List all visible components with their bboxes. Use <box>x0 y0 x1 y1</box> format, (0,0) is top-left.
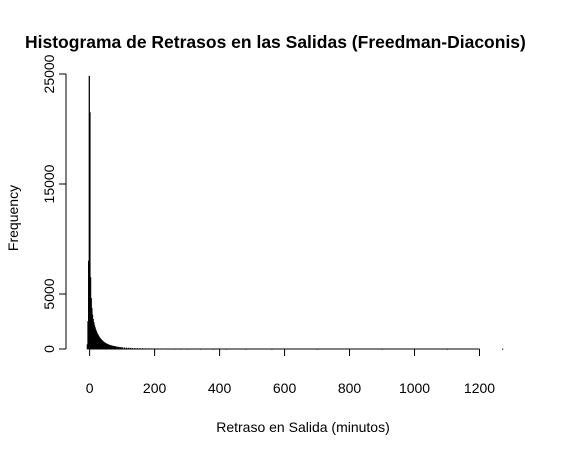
x-tick-label: 400 <box>208 380 232 396</box>
x-tick-label: 0 <box>86 380 94 396</box>
y-axis-ticks: 0 5000 15000 25000 <box>41 54 66 353</box>
y-tick-label: 25000 <box>41 54 57 93</box>
y-axis-label: Frequency <box>5 185 21 251</box>
y-tick-label: 5000 <box>41 278 57 309</box>
y-tick-label: 15000 <box>41 164 57 203</box>
x-tick-label: 1000 <box>399 380 430 396</box>
x-axis-label: Retraso en Salida (minutos) <box>216 419 390 435</box>
x-tick-label: 600 <box>273 380 297 396</box>
histogram-bars <box>86 75 504 350</box>
x-tick-label: 200 <box>143 380 167 396</box>
y-tick-label: 0 <box>41 345 57 353</box>
x-tick-label: 1200 <box>464 380 495 396</box>
chart-title: Histograma de Retrasos en las Salidas (F… <box>25 32 526 52</box>
x-axis-ticks: 0 200 400 600 800 1000 1200 <box>86 349 495 396</box>
x-tick-label: 800 <box>338 380 362 396</box>
